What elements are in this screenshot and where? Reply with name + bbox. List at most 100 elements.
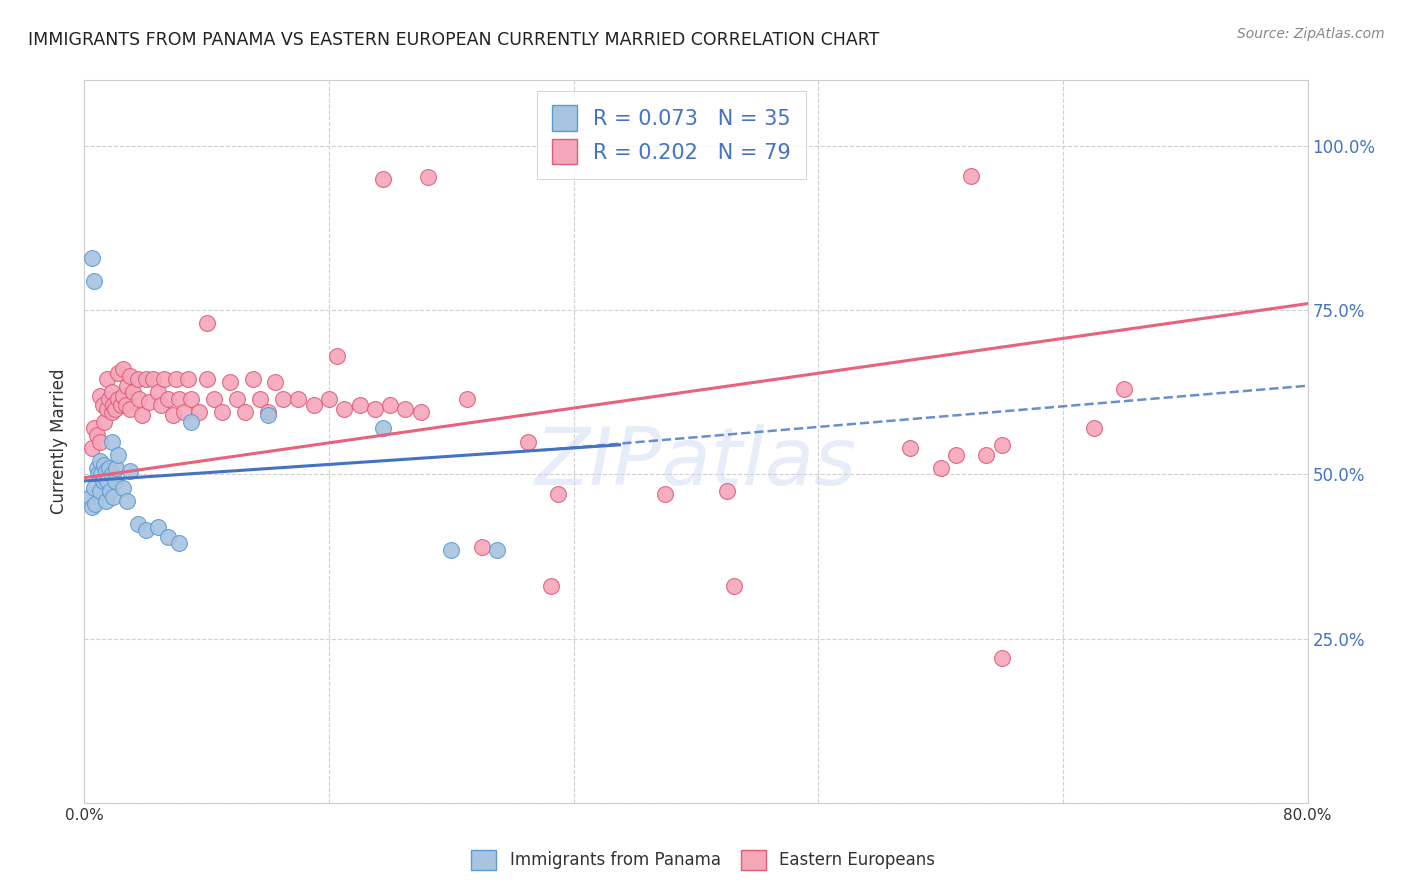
Point xyxy=(103,491,125,505)
Point xyxy=(93,415,115,429)
Point xyxy=(540,579,562,593)
Point xyxy=(180,415,202,429)
Point xyxy=(456,392,478,406)
Point xyxy=(135,372,157,386)
Point xyxy=(84,497,107,511)
Point xyxy=(257,405,280,419)
Point xyxy=(127,372,149,386)
Point xyxy=(146,385,169,400)
Point xyxy=(960,169,983,183)
Point xyxy=(91,398,114,412)
Point xyxy=(101,467,124,482)
Point xyxy=(142,372,165,386)
Point xyxy=(80,500,103,515)
Point xyxy=(716,483,738,498)
Point xyxy=(89,483,111,498)
Point xyxy=(157,530,180,544)
Point xyxy=(371,171,394,186)
Point xyxy=(120,464,142,478)
Point xyxy=(1083,421,1105,435)
Point xyxy=(114,398,136,412)
Legend: R = 0.073   N = 35, R = 0.202   N = 79: R = 0.073 N = 35, R = 0.202 N = 79 xyxy=(537,91,806,179)
Point xyxy=(242,372,264,386)
Point xyxy=(83,481,105,495)
Legend: Immigrants from Panama, Eastern Europeans: Immigrants from Panama, Eastern European… xyxy=(464,843,942,877)
Point xyxy=(87,467,110,482)
Point xyxy=(371,421,394,435)
Text: IMMIGRANTS FROM PANAMA VS EASTERN EUROPEAN CURRENTLY MARRIED CORRELATION CHART: IMMIGRANTS FROM PANAMA VS EASTERN EUROPE… xyxy=(28,31,880,49)
Point xyxy=(105,460,128,475)
Text: ZIPatlas: ZIPatlas xyxy=(534,425,858,502)
Point xyxy=(104,401,127,416)
Point xyxy=(96,401,118,416)
Point xyxy=(83,274,105,288)
Point xyxy=(128,392,150,406)
Point xyxy=(1114,382,1136,396)
Point xyxy=(167,536,190,550)
Point xyxy=(945,448,967,462)
Point xyxy=(103,398,125,412)
Point xyxy=(96,372,118,386)
Point xyxy=(86,428,108,442)
Point xyxy=(111,388,134,402)
Point xyxy=(218,376,240,390)
Point xyxy=(120,401,142,416)
Point xyxy=(162,409,184,423)
Point xyxy=(110,398,132,412)
Point xyxy=(115,493,138,508)
Point xyxy=(991,438,1014,452)
Point xyxy=(418,170,440,185)
Point xyxy=(86,460,108,475)
Point xyxy=(138,395,160,409)
Point xyxy=(486,542,509,557)
Point xyxy=(188,405,211,419)
Point xyxy=(233,405,256,419)
Point xyxy=(195,372,218,386)
Point xyxy=(107,448,129,462)
Point xyxy=(440,542,463,557)
Point xyxy=(111,362,134,376)
Point xyxy=(146,520,169,534)
Point xyxy=(287,392,309,406)
Point xyxy=(90,467,112,482)
Point xyxy=(195,316,218,330)
Point xyxy=(98,483,121,498)
Point xyxy=(96,474,118,488)
Point xyxy=(991,651,1014,665)
Point xyxy=(211,405,233,419)
Point xyxy=(89,434,111,449)
Point xyxy=(94,464,117,478)
Point xyxy=(79,491,101,505)
Point xyxy=(127,516,149,531)
Point xyxy=(177,372,200,386)
Point xyxy=(976,448,998,462)
Point xyxy=(394,401,416,416)
Point xyxy=(122,385,145,400)
Point xyxy=(120,368,142,383)
Point xyxy=(93,458,115,472)
Point xyxy=(94,493,117,508)
Point xyxy=(333,401,356,416)
Point xyxy=(325,349,347,363)
Point xyxy=(107,392,129,406)
Point xyxy=(271,392,294,406)
Point xyxy=(349,398,371,412)
Point xyxy=(167,392,190,406)
Point xyxy=(131,409,153,423)
Point xyxy=(89,388,111,402)
Point xyxy=(80,441,103,455)
Point xyxy=(104,474,127,488)
Point xyxy=(302,398,325,412)
Point xyxy=(97,460,120,475)
Point xyxy=(929,460,952,475)
Point xyxy=(101,385,124,400)
Point xyxy=(380,398,402,412)
Point xyxy=(165,372,187,386)
Point xyxy=(249,392,271,406)
Point xyxy=(264,376,287,390)
Point xyxy=(898,441,921,455)
Point xyxy=(157,392,180,406)
Point xyxy=(135,523,157,537)
Point xyxy=(111,481,134,495)
Point xyxy=(101,434,124,449)
